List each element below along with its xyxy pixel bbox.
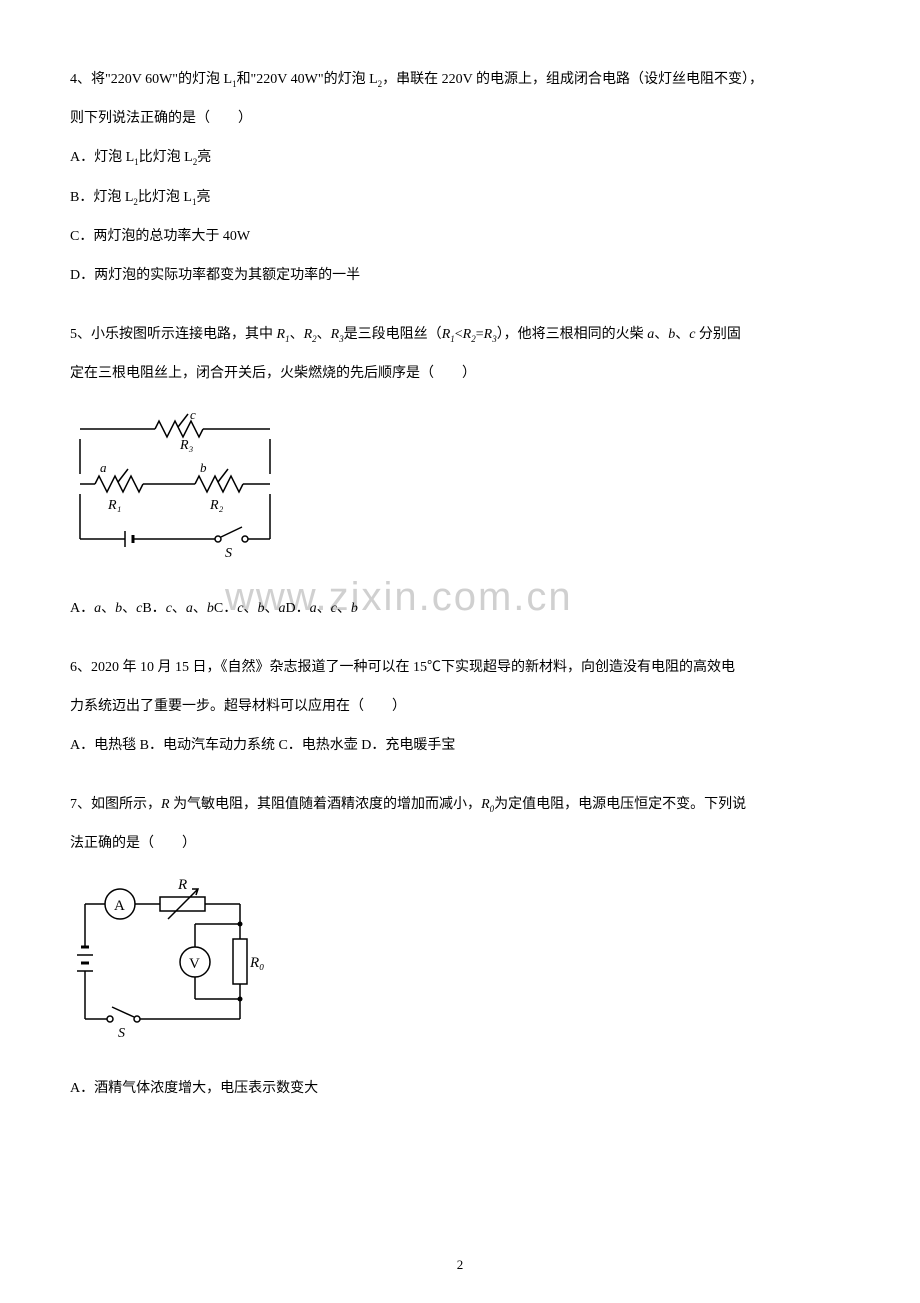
q4-t1b: 和"220V 40W"的灯泡 L bbox=[237, 72, 378, 87]
q5-r3: R bbox=[331, 327, 340, 342]
q6-options: A．电热毯 B．电动汽车动力系统 C．电热水壶 D．充电暖手宝 bbox=[70, 726, 850, 765]
q4-option-b: B．灯泡 L2比灯泡 L1亮 bbox=[70, 178, 850, 217]
q7-mid1: 为气敏电阻，其阻值随着酒精浓度的增加而减小， bbox=[170, 797, 482, 812]
q5-sep4: 、 bbox=[675, 327, 689, 342]
q4a-post: 亮 bbox=[197, 150, 211, 165]
q5-r2: R bbox=[304, 327, 313, 342]
q5-sep1: 、 bbox=[290, 327, 304, 342]
content-area: 4、将"220V 60W"的灯泡 L1和"220V 40W"的灯泡 L2，串联在… bbox=[70, 60, 850, 1108]
q4-option-c: C．两灯泡的总功率大于 40W bbox=[70, 217, 850, 256]
q4a-pre: A．灯泡 L bbox=[70, 150, 134, 165]
q4b-pre: B．灯泡 L bbox=[70, 190, 133, 205]
label-b: b bbox=[200, 460, 207, 475]
q5oa-p: A． bbox=[70, 601, 94, 616]
q5ob-p: B． bbox=[142, 601, 165, 616]
question-6: 6、2020 年 10 月 15 日，《自然》杂志报道了一种可以在 15℃下实现… bbox=[70, 648, 850, 766]
label-r3: R₃ bbox=[179, 438, 194, 453]
q7-r: R bbox=[161, 797, 170, 812]
q5od-3: b bbox=[351, 601, 358, 616]
label-s: S bbox=[225, 546, 232, 561]
label-r0: R₀ bbox=[249, 955, 264, 971]
q5-ra: R bbox=[442, 327, 451, 342]
label-var-r: R bbox=[177, 879, 187, 893]
q4-t1c: ，串联在 220V 的电源上，组成闭合电路（设灯丝电阻不变）， bbox=[382, 72, 763, 87]
q5od-s1: 、 bbox=[317, 601, 331, 616]
q7-option-a: A．酒精气体浓度增大，电压表示数变大 bbox=[70, 1069, 850, 1108]
q5ob-3: b bbox=[207, 601, 214, 616]
q4b-mid: 比灯泡 L bbox=[138, 190, 192, 205]
q6-text2: 力系统迈出了重要一步。超导材料可以应用在（ ） bbox=[70, 687, 850, 726]
q5-mid: 是三段电阻丝（ bbox=[344, 327, 442, 342]
q5oa-s2: 、 bbox=[122, 601, 136, 616]
q7-r0: R bbox=[481, 797, 490, 812]
circuit-diagram-1: S c R₃ bbox=[70, 409, 280, 569]
q5-mid3: 分别固 bbox=[695, 327, 741, 342]
q4-text: 4、将"220V 60W"的灯泡 L1和"220V 40W"的灯泡 L2，串联在… bbox=[70, 60, 850, 99]
q4-text2: 则下列说法正确的是（ ） bbox=[70, 99, 850, 138]
q5ob-2: a bbox=[186, 601, 193, 616]
q5-diagram: S c R₃ bbox=[70, 409, 850, 574]
q7-diagram: A R R₀ V bbox=[70, 879, 850, 1054]
q5-lt: < bbox=[455, 327, 463, 342]
q4b-post: 亮 bbox=[196, 190, 210, 205]
q7-text2: 法正确的是（ ） bbox=[70, 824, 850, 863]
q5-options: A．a、b、cB．c、a、bC．c、b、aD．a、c、b bbox=[70, 589, 850, 628]
label-a: a bbox=[100, 460, 107, 475]
q5od-p: D． bbox=[285, 601, 309, 616]
q5-eq: = bbox=[476, 327, 484, 342]
label-r1: R₁ bbox=[107, 498, 121, 513]
q5oc-p: C． bbox=[214, 601, 237, 616]
q5-mid2: ），他将三根相同的火柴 bbox=[497, 327, 648, 342]
question-5: 5、小乐按图听示连接电路，其中 R1、R2、R3是三段电阻丝（R1<R2=R3）… bbox=[70, 315, 850, 628]
q5-r1: R bbox=[277, 327, 286, 342]
label-voltmeter: V bbox=[189, 956, 200, 972]
page-number: 2 bbox=[457, 1257, 464, 1273]
q5oa-s1: 、 bbox=[101, 601, 115, 616]
q5-sep2: 、 bbox=[317, 327, 331, 342]
q5od-s2: 、 bbox=[337, 601, 351, 616]
label-r2: R₂ bbox=[209, 498, 224, 513]
label-ammeter: A bbox=[114, 898, 125, 914]
q5-text: 5、小乐按图听示连接电路，其中 R1、R2、R3是三段电阻丝（R1<R2=R3）… bbox=[70, 315, 850, 354]
q5-rb: R bbox=[463, 327, 472, 342]
q5oc-s2: 、 bbox=[264, 601, 278, 616]
q4-t1: 4、将"220V 60W"的灯泡 L bbox=[70, 72, 232, 87]
q5-text2: 定在三根电阻丝上，闭合开关后，火柴燃烧的先后顺序是（ ） bbox=[70, 354, 850, 393]
q7-pre: 7、如图所示， bbox=[70, 797, 161, 812]
q4-option-d: D．两灯泡的实际功率都变为其额定功率的一半 bbox=[70, 256, 850, 295]
q5oc-s1: 、 bbox=[243, 601, 257, 616]
q5ob-s1: 、 bbox=[172, 601, 186, 616]
q7-mid2: 为定值电阻，电源电压恒定不变。下列说 bbox=[494, 797, 746, 812]
q5-rc: R bbox=[484, 327, 493, 342]
q5od-1: a bbox=[310, 601, 317, 616]
label-s2: S bbox=[118, 1026, 125, 1041]
q7-text: 7、如图所示，R 为气敏电阻，其阻值随着酒精浓度的增加而减小，R0为定值电阻，电… bbox=[70, 785, 850, 824]
q4-option-a: A．灯泡 L1比灯泡 L2亮 bbox=[70, 138, 850, 177]
label-c: c bbox=[190, 409, 196, 422]
question-7: 7、如图所示，R 为气敏电阻，其阻值随着酒精浓度的增加而减小，R0为定值电阻，电… bbox=[70, 785, 850, 1108]
q5-pre: 5、小乐按图听示连接电路，其中 bbox=[70, 327, 277, 342]
circuit-diagram-2: A R R₀ V bbox=[70, 879, 270, 1049]
q5ob-s2: 、 bbox=[193, 601, 207, 616]
q6-text1: 6、2020 年 10 月 15 日，《自然》杂志报道了一种可以在 15℃下实现… bbox=[70, 648, 850, 687]
question-4: 4、将"220V 60W"的灯泡 L1和"220V 40W"的灯泡 L2，串联在… bbox=[70, 60, 850, 295]
q4a-mid: 比灯泡 L bbox=[139, 150, 193, 165]
q5-sep3: 、 bbox=[654, 327, 668, 342]
